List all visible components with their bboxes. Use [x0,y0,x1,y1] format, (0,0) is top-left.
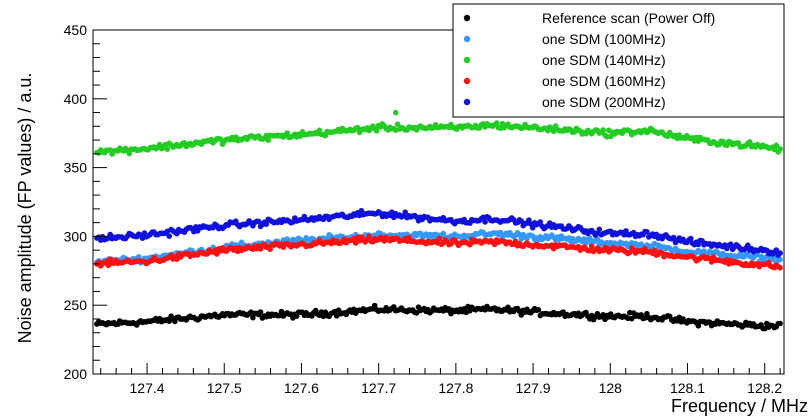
y-axis-label: Noise amplitude (FP values) / a.u. [15,73,35,344]
x-tick-label: 128.2 [747,380,782,396]
y-tick-label: 250 [64,297,88,313]
legend-marker [464,15,470,21]
data-point [482,219,488,225]
x-tick-label: 127.5 [207,380,242,396]
data-point [600,127,606,133]
data-point [597,227,603,233]
x-tick-label: 127.7 [361,380,396,396]
y-tick-label: 450 [64,22,88,38]
x-axis-label: Frequency / MHz [671,396,808,416]
x-tick-label: 128.1 [670,380,705,396]
legend-label: one SDM (140MHz) [542,52,666,68]
x-tick-label: 128 [599,380,623,396]
data-point [777,250,783,256]
data-point [777,321,783,327]
legend-marker [464,36,470,42]
data-point [777,146,783,152]
data-point [165,146,171,152]
x-tick-label: 127.9 [516,380,551,396]
legend-label: one SDM (160MHz) [542,73,666,89]
y-tick-label: 300 [64,228,88,244]
legend-marker [464,78,470,84]
legend-marker [464,99,470,105]
data-point [393,110,399,116]
data-point [265,137,271,143]
data-point [166,233,172,239]
legend-label: one SDM (100MHz) [542,31,666,47]
y-tick-label: 350 [64,160,88,176]
legend-label: Reference scan (Power Off) [542,10,715,26]
legend-marker [464,57,470,63]
y-tick-label: 400 [64,91,88,107]
x-tick-label: 127.4 [130,380,165,396]
data-point [688,236,694,242]
legend-label: one SDM (200MHz) [542,94,666,110]
x-tick-label: 127.6 [284,380,319,396]
y-tick-label: 200 [64,366,88,382]
data-point [777,265,783,271]
legend: Reference scan (Power Off) one SDM (100MH… [453,4,784,117]
x-tick-label: 127.8 [438,380,473,396]
